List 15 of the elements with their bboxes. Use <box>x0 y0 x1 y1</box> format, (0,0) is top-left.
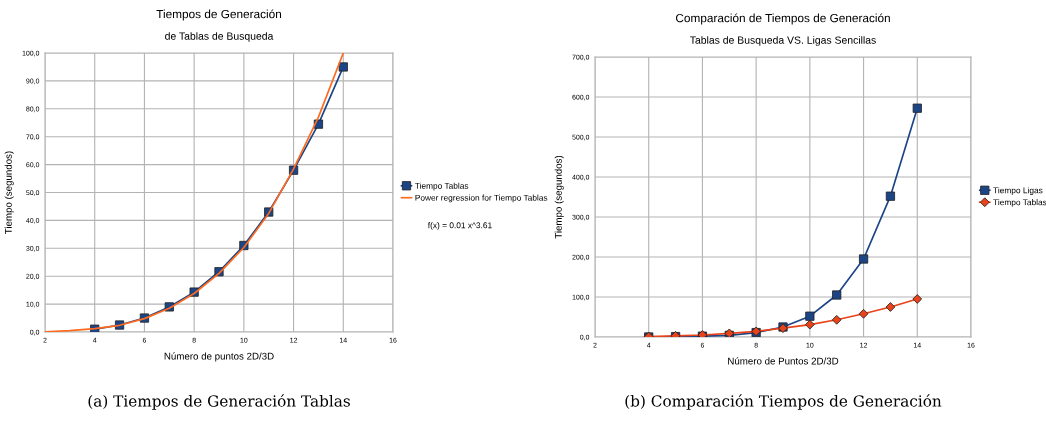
y-axis-title: Tiempo (segundos) <box>554 155 564 239</box>
text: f(x) = 0.01 x^3.61 <box>427 222 492 230</box>
legend-label: Power regression for Tiempo Tablas <box>415 194 548 203</box>
legend-label: Tiempo Ligas <box>993 187 1043 195</box>
y-axis-title: Tiempo (segundos) <box>4 151 14 234</box>
chart-title: Tiempos de Generación <box>156 9 282 21</box>
legend-label: Tiempo Tablas <box>993 199 1046 207</box>
chart-subtitle: Tablas de Busqueda VS. Ligas Sencillas <box>690 36 876 46</box>
text: (b) Comparación Tiempos de Generación <box>625 394 942 410</box>
x-axis-title: Número de Puntos 2D/3D <box>728 357 839 365</box>
text: (a) Tiempos de Generación Tablas <box>88 394 350 410</box>
chart-title: Comparación de Tiempos de Generación <box>675 13 890 25</box>
legend-label: Tiempo Tablas <box>415 182 469 191</box>
x-axis-title: Número de puntos 2D/3D <box>164 352 274 362</box>
chart-subtitle: de Tablas de Busqueda <box>165 32 274 42</box>
